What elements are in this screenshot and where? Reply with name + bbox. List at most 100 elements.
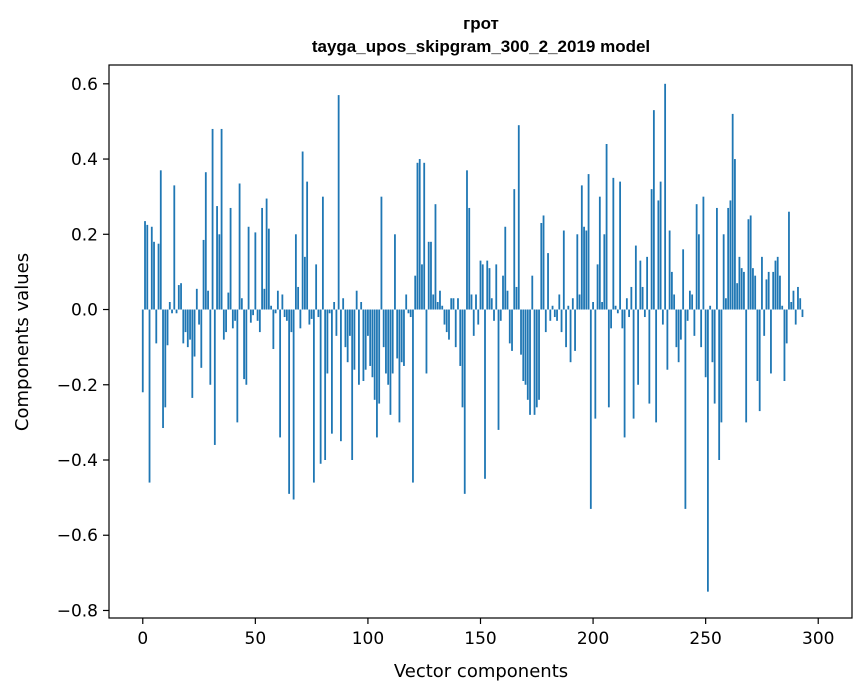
bar [497,309,500,430]
y-tick-label: 0.6 [71,75,98,95]
bar [772,271,775,310]
bar [234,309,236,321]
bar [434,204,437,310]
bar [634,245,637,310]
bar [569,309,572,363]
bar [387,309,390,385]
bar [159,170,162,310]
bar [281,294,284,310]
bar [243,309,245,380]
bar [704,309,707,378]
bar [310,309,313,319]
bar [799,298,802,310]
bar [430,241,432,310]
bar [398,309,401,423]
bar [342,298,345,310]
bar [520,309,522,355]
plot-frame [108,64,853,619]
bar [337,95,340,310]
bar [637,309,640,385]
bar [312,309,315,483]
bar [333,302,336,310]
bar [567,305,570,310]
bar [488,268,491,310]
y-tick-label: 0.2 [71,225,98,245]
bar [616,309,619,314]
bar [801,309,804,318]
bar [646,256,649,310]
bar [691,294,694,310]
bar [702,196,705,310]
bar [385,309,387,374]
bar [425,309,428,374]
bar [367,309,369,336]
bar [195,288,198,310]
bar [150,226,153,310]
bar [344,309,347,348]
bar [432,294,435,310]
x-axis-label: Vector components [394,661,568,682]
bar [362,309,365,381]
bar [294,234,297,310]
bar [621,309,624,329]
bar [198,309,200,325]
bar [718,309,721,460]
bar [265,198,268,310]
bar [700,309,703,348]
bar [477,309,480,325]
bar [369,309,372,366]
bar [734,159,736,310]
bar [306,181,309,310]
bar [522,309,525,381]
bar [684,309,687,509]
bar [628,309,630,318]
bar [274,309,277,314]
bar [225,309,227,333]
bar [308,309,311,325]
bar [729,200,732,310]
x-tick-label: 100 [352,629,384,649]
bar [220,128,223,310]
bar [315,264,318,310]
bar [506,290,509,310]
bar [261,207,263,310]
bar [549,309,552,321]
bar [686,309,689,321]
bar [256,309,259,321]
bar [466,170,468,310]
bar [560,309,563,333]
bar [493,309,495,321]
bar [162,309,164,429]
bar [331,309,333,434]
bar [781,305,784,310]
bar [423,162,426,310]
bar [441,305,444,310]
bar [749,215,752,310]
bar [475,294,477,310]
bar [222,309,225,340]
bar [643,309,646,318]
bar [450,298,453,310]
bar [461,309,464,408]
bar [396,309,399,359]
bar [364,309,367,370]
bar [580,185,583,310]
bar [249,309,252,323]
bar [288,309,291,494]
bar [524,309,527,385]
bar [297,286,300,310]
bar [299,309,302,329]
bar [175,309,178,314]
bar [200,309,203,368]
bar [443,309,446,325]
bar [457,298,459,310]
bar [515,286,518,310]
bar [407,309,410,314]
chart-title: грот [463,14,499,33]
bar [182,309,185,344]
bar [619,181,621,310]
y-axis-label: Components values [12,253,33,431]
bar [736,283,739,310]
bar [533,309,536,415]
